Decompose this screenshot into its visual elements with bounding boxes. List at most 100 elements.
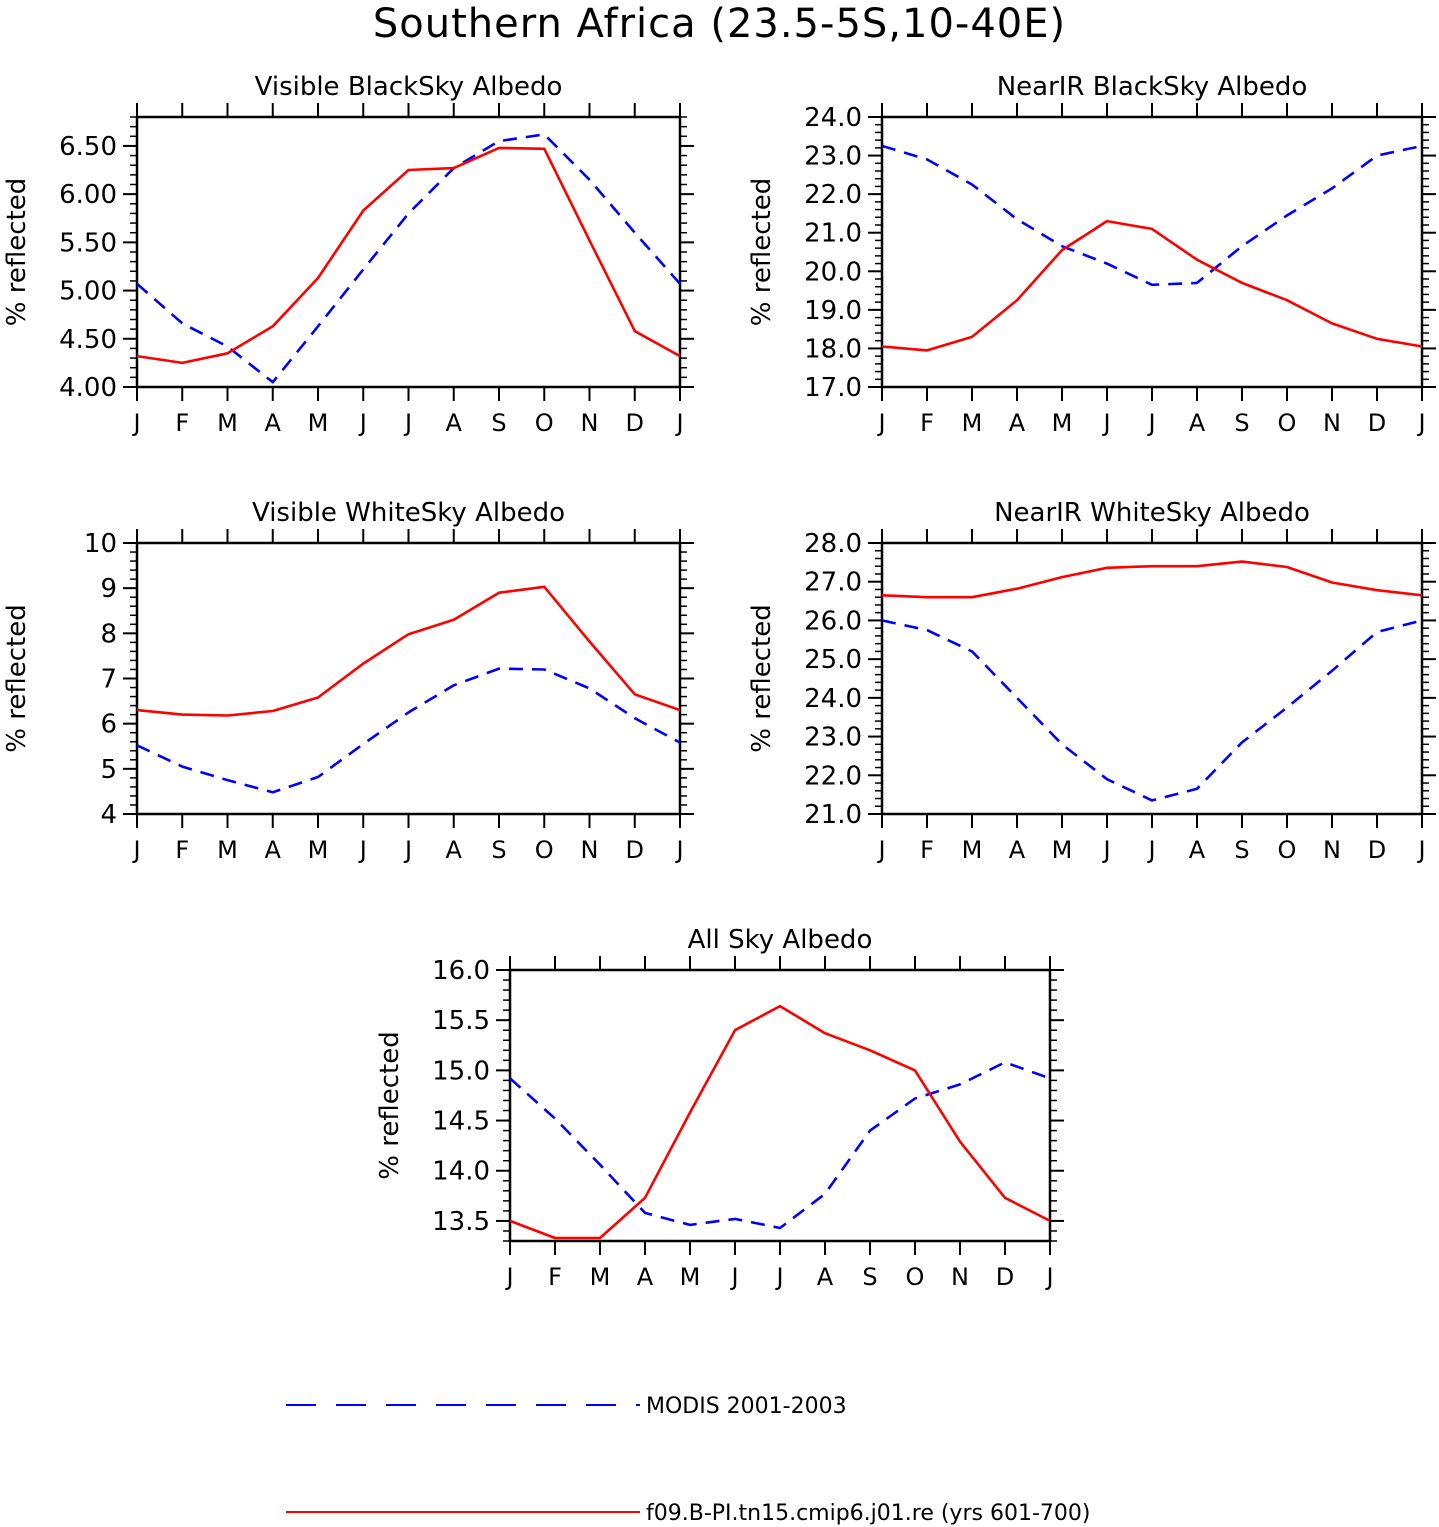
y-tick-label: 27.0 — [804, 568, 862, 598]
panel-title: NearIR WhiteSky Albedo — [994, 498, 1310, 528]
y-axis-label: % reflected — [747, 604, 777, 752]
x-tick-label: J — [131, 836, 140, 864]
series-line-modis — [509, 1061, 1051, 1230]
x-tick-label: J — [1101, 409, 1110, 437]
x-tick-label: J — [1416, 836, 1425, 864]
x-tick-label: J — [876, 409, 885, 437]
plot-frame — [135, 115, 682, 389]
y-tick-label: 22.0 — [804, 180, 862, 210]
x-tick-label: J — [403, 409, 412, 437]
x-tick-label: S — [491, 409, 506, 437]
x-tick-label: O — [906, 1263, 925, 1291]
y-tick-label: 9 — [100, 574, 117, 604]
panel-title: All Sky Albedo — [688, 925, 873, 955]
x-tick-label: J — [1146, 409, 1155, 437]
x-tick-label: S — [491, 836, 506, 864]
y-tick-label: 23.0 — [804, 142, 862, 172]
y-tick-label: 7 — [100, 665, 117, 695]
y-tick-label: 28.0 — [804, 529, 862, 559]
x-tick-label: A — [446, 836, 463, 864]
x-tick-label: J — [1146, 836, 1155, 864]
y-tick-label: 4.50 — [59, 325, 117, 355]
x-tick-label: M — [962, 409, 983, 437]
x-tick-label: F — [920, 836, 934, 864]
series-line-model — [881, 219, 1423, 352]
plot-frame — [508, 968, 1052, 1243]
y-axis-label: % reflected — [2, 604, 32, 752]
y-tick-label: 6.50 — [59, 132, 117, 162]
y-tick-label: 17.0 — [804, 373, 862, 403]
series-line-modis — [881, 619, 1423, 802]
x-tick-label: N — [581, 836, 599, 864]
plot-frame — [135, 541, 682, 816]
x-tick-label: M — [1052, 836, 1073, 864]
series-line-modis — [136, 133, 681, 384]
x-tick-label: N — [581, 409, 599, 437]
x-tick-label: J — [674, 409, 683, 437]
legend-modis-label: MODIS 2001-2003 — [646, 1394, 847, 1419]
legend-model-label: f09.B-PI.tn15.cmip6.j01.re (yrs 601-700) — [646, 1501, 1090, 1526]
x-tick-label: S — [862, 1263, 877, 1291]
y-tick-label: 26.0 — [804, 606, 862, 636]
y-tick-label: 8 — [100, 619, 117, 649]
y-tick-label: 24.0 — [804, 684, 862, 714]
x-tick-label: A — [1189, 409, 1206, 437]
y-tick-label: 14.0 — [432, 1157, 490, 1187]
figure-title: Southern Africa (23.5-5S,10-40E) — [372, 1, 1067, 47]
y-axis-label: % reflected — [375, 1031, 405, 1179]
x-tick-label: J — [403, 836, 412, 864]
x-tick-label: J — [131, 409, 140, 437]
x-tick-label: A — [817, 1263, 834, 1291]
x-tick-label: M — [590, 1263, 611, 1291]
x-tick-label: D — [626, 409, 644, 437]
y-axis-label: % reflected — [747, 178, 777, 326]
x-tick-label: F — [920, 409, 934, 437]
y-tick-label: 13.5 — [432, 1207, 490, 1237]
x-tick-label: O — [535, 836, 554, 864]
x-tick-label: O — [1278, 409, 1297, 437]
plot-frame — [880, 115, 1424, 389]
y-tick-label: 20.0 — [804, 257, 862, 287]
x-tick-label: J — [1416, 409, 1425, 437]
series-line-model — [136, 146, 681, 365]
panel-title: Visible WhiteSky Albedo — [252, 498, 565, 528]
x-tick-label: A — [1189, 836, 1206, 864]
x-tick-label: M — [308, 409, 329, 437]
x-tick-label: M — [217, 409, 238, 437]
x-tick-label: O — [1278, 836, 1297, 864]
x-tick-label: J — [876, 836, 885, 864]
x-tick-label: A — [446, 409, 463, 437]
y-tick-label: 18.0 — [804, 334, 862, 364]
x-tick-label: D — [1368, 836, 1386, 864]
y-tick-label: 23.0 — [804, 723, 862, 753]
x-tick-label: A — [637, 1263, 654, 1291]
y-tick-label: 5.00 — [59, 277, 117, 307]
x-tick-label: M — [1052, 409, 1073, 437]
x-tick-label: J — [358, 836, 367, 864]
x-tick-label: A — [265, 409, 282, 437]
x-tick-label: F — [175, 836, 189, 864]
x-tick-label: J — [1101, 836, 1110, 864]
y-tick-label: 22.0 — [804, 761, 862, 791]
x-tick-label: N — [951, 1263, 969, 1291]
x-tick-label: J — [504, 1263, 513, 1291]
y-tick-label: 6.00 — [59, 180, 117, 210]
y-axis-label: % reflected — [2, 178, 32, 326]
series-line-modis — [881, 144, 1423, 287]
x-tick-label: A — [1009, 836, 1026, 864]
y-tick-label: 10 — [84, 529, 117, 559]
x-tick-label: D — [626, 836, 644, 864]
x-tick-label: J — [674, 836, 683, 864]
x-tick-label: F — [548, 1263, 562, 1291]
panel-title: NearIR BlackSky Albedo — [997, 72, 1308, 102]
x-tick-label: M — [217, 836, 238, 864]
x-tick-label: S — [1234, 409, 1249, 437]
x-tick-label: F — [175, 409, 189, 437]
x-tick-label: S — [1234, 836, 1249, 864]
x-tick-label: N — [1323, 409, 1341, 437]
y-tick-label: 25.0 — [804, 645, 862, 675]
